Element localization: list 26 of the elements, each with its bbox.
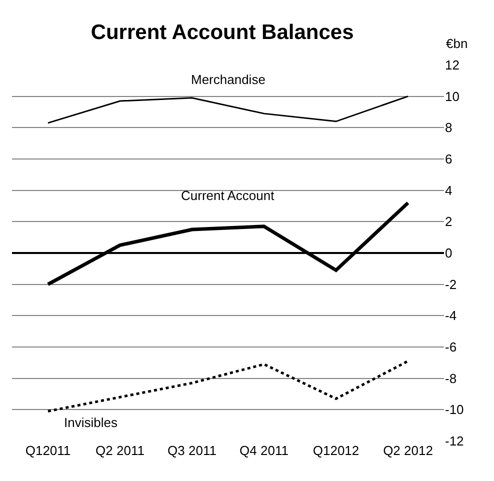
chart-title: Current Account Balances	[90, 20, 354, 44]
x-tick-label: Q2 2011	[96, 443, 144, 458]
x-tick-label: Q12011	[25, 443, 71, 458]
y-axis-title: €bn	[446, 36, 468, 51]
y-tick-label: -4	[445, 308, 457, 324]
y-tick-label: 6	[445, 152, 452, 167]
y-tick-label: 0	[445, 246, 452, 261]
y-tick-label: -10	[445, 402, 464, 418]
y-tick-label: -8	[445, 370, 457, 386]
line-series	[46, 360, 410, 412]
x-tick-label: Q2 2012	[383, 443, 433, 458]
series-label: Current Account	[181, 188, 275, 203]
y-tick-label: 2	[445, 214, 452, 230]
y-tick-label: 10	[445, 88, 460, 104]
y-tick-label: 8	[445, 120, 452, 136]
y-tick-label: -2	[445, 276, 457, 292]
y-tick-label: -12	[445, 434, 464, 449]
y-tick-label: 12	[445, 58, 460, 73]
series-label: Merchandise	[191, 72, 266, 87]
x-tick-label: Q3 2011	[168, 443, 216, 458]
x-tick-label: Q4 2011	[240, 443, 288, 458]
y-tick-label: -6	[445, 340, 457, 355]
y-tick-label: 4	[445, 182, 452, 198]
x-tick-label: Q12012	[312, 443, 360, 458]
series-label: Invisibles	[64, 415, 118, 430]
line-series	[47, 96, 409, 124]
